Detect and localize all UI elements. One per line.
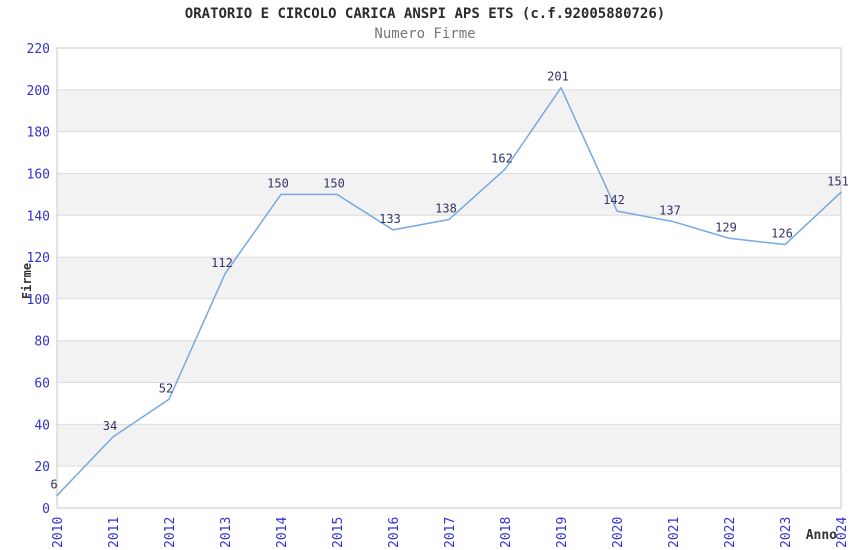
data-point-label: 151 [827,174,849,188]
x-tick-label: 2020 [611,517,626,548]
chart-title: ORATORIO E CIRCOLO CARICA ANSPI APS ETS … [184,6,666,22]
y-tick-label: 200 [27,84,50,99]
x-tick-label: 2011 [107,517,122,548]
y-tick-label: 80 [34,335,50,350]
x-tick-label: 2023 [779,517,794,548]
y-tick-label: 180 [27,126,50,141]
data-point-label: 150 [323,176,345,190]
x-tick-label: 2010 [51,517,66,548]
x-tick-label: 2024 [835,517,850,548]
x-tick-label: 2014 [275,517,290,548]
x-tick-label: 2021 [667,517,682,548]
y-tick-label: 40 [34,418,50,433]
data-line [56,86,842,497]
data-point-label: 162 [491,151,513,165]
data-point-label: 34 [103,419,117,433]
x-tick-label: 2015 [331,517,346,548]
x-tick-label: 2022 [723,517,738,548]
data-point-label: 126 [771,227,793,241]
data-point-label: 52 [159,381,173,395]
data-point-label: 112 [211,256,233,270]
data-point-label: 201 [547,70,569,84]
chart-subtitle: Numero Firme [374,26,476,42]
data-point-label: 138 [435,201,457,215]
data-point-label: 133 [379,212,401,226]
data-point-label: 150 [267,176,289,190]
data-point-label: 142 [603,193,625,207]
y-tick-label: 160 [27,167,50,182]
x-tick-label: 2019 [555,517,570,548]
x-tick-label: 2016 [387,517,402,548]
x-tick-label: 2012 [163,517,178,548]
plot-band [57,340,841,383]
plot-band [57,257,841,299]
y-tick-label: 20 [34,460,50,475]
x-tick-label: 2013 [219,517,234,548]
x-tick-label: 2017 [443,517,458,548]
data-point-label: 129 [715,220,737,234]
data-point-label: 137 [659,204,681,218]
y-tick-label: 0 [42,502,50,517]
plot-band [57,89,841,132]
x-tick-label: 2018 [499,517,514,548]
y-tick-label: 120 [27,251,50,266]
plot-band [57,424,841,467]
y-tick-label: 60 [34,377,50,392]
x-axis-title: Anno [805,528,837,543]
y-tick-label: 140 [27,209,50,224]
data-point-label: 6 [50,477,57,491]
y-tick-label: 100 [27,293,50,308]
y-tick-label: 220 [27,42,50,57]
plot-border [56,47,842,509]
plot-band [57,173,841,216]
